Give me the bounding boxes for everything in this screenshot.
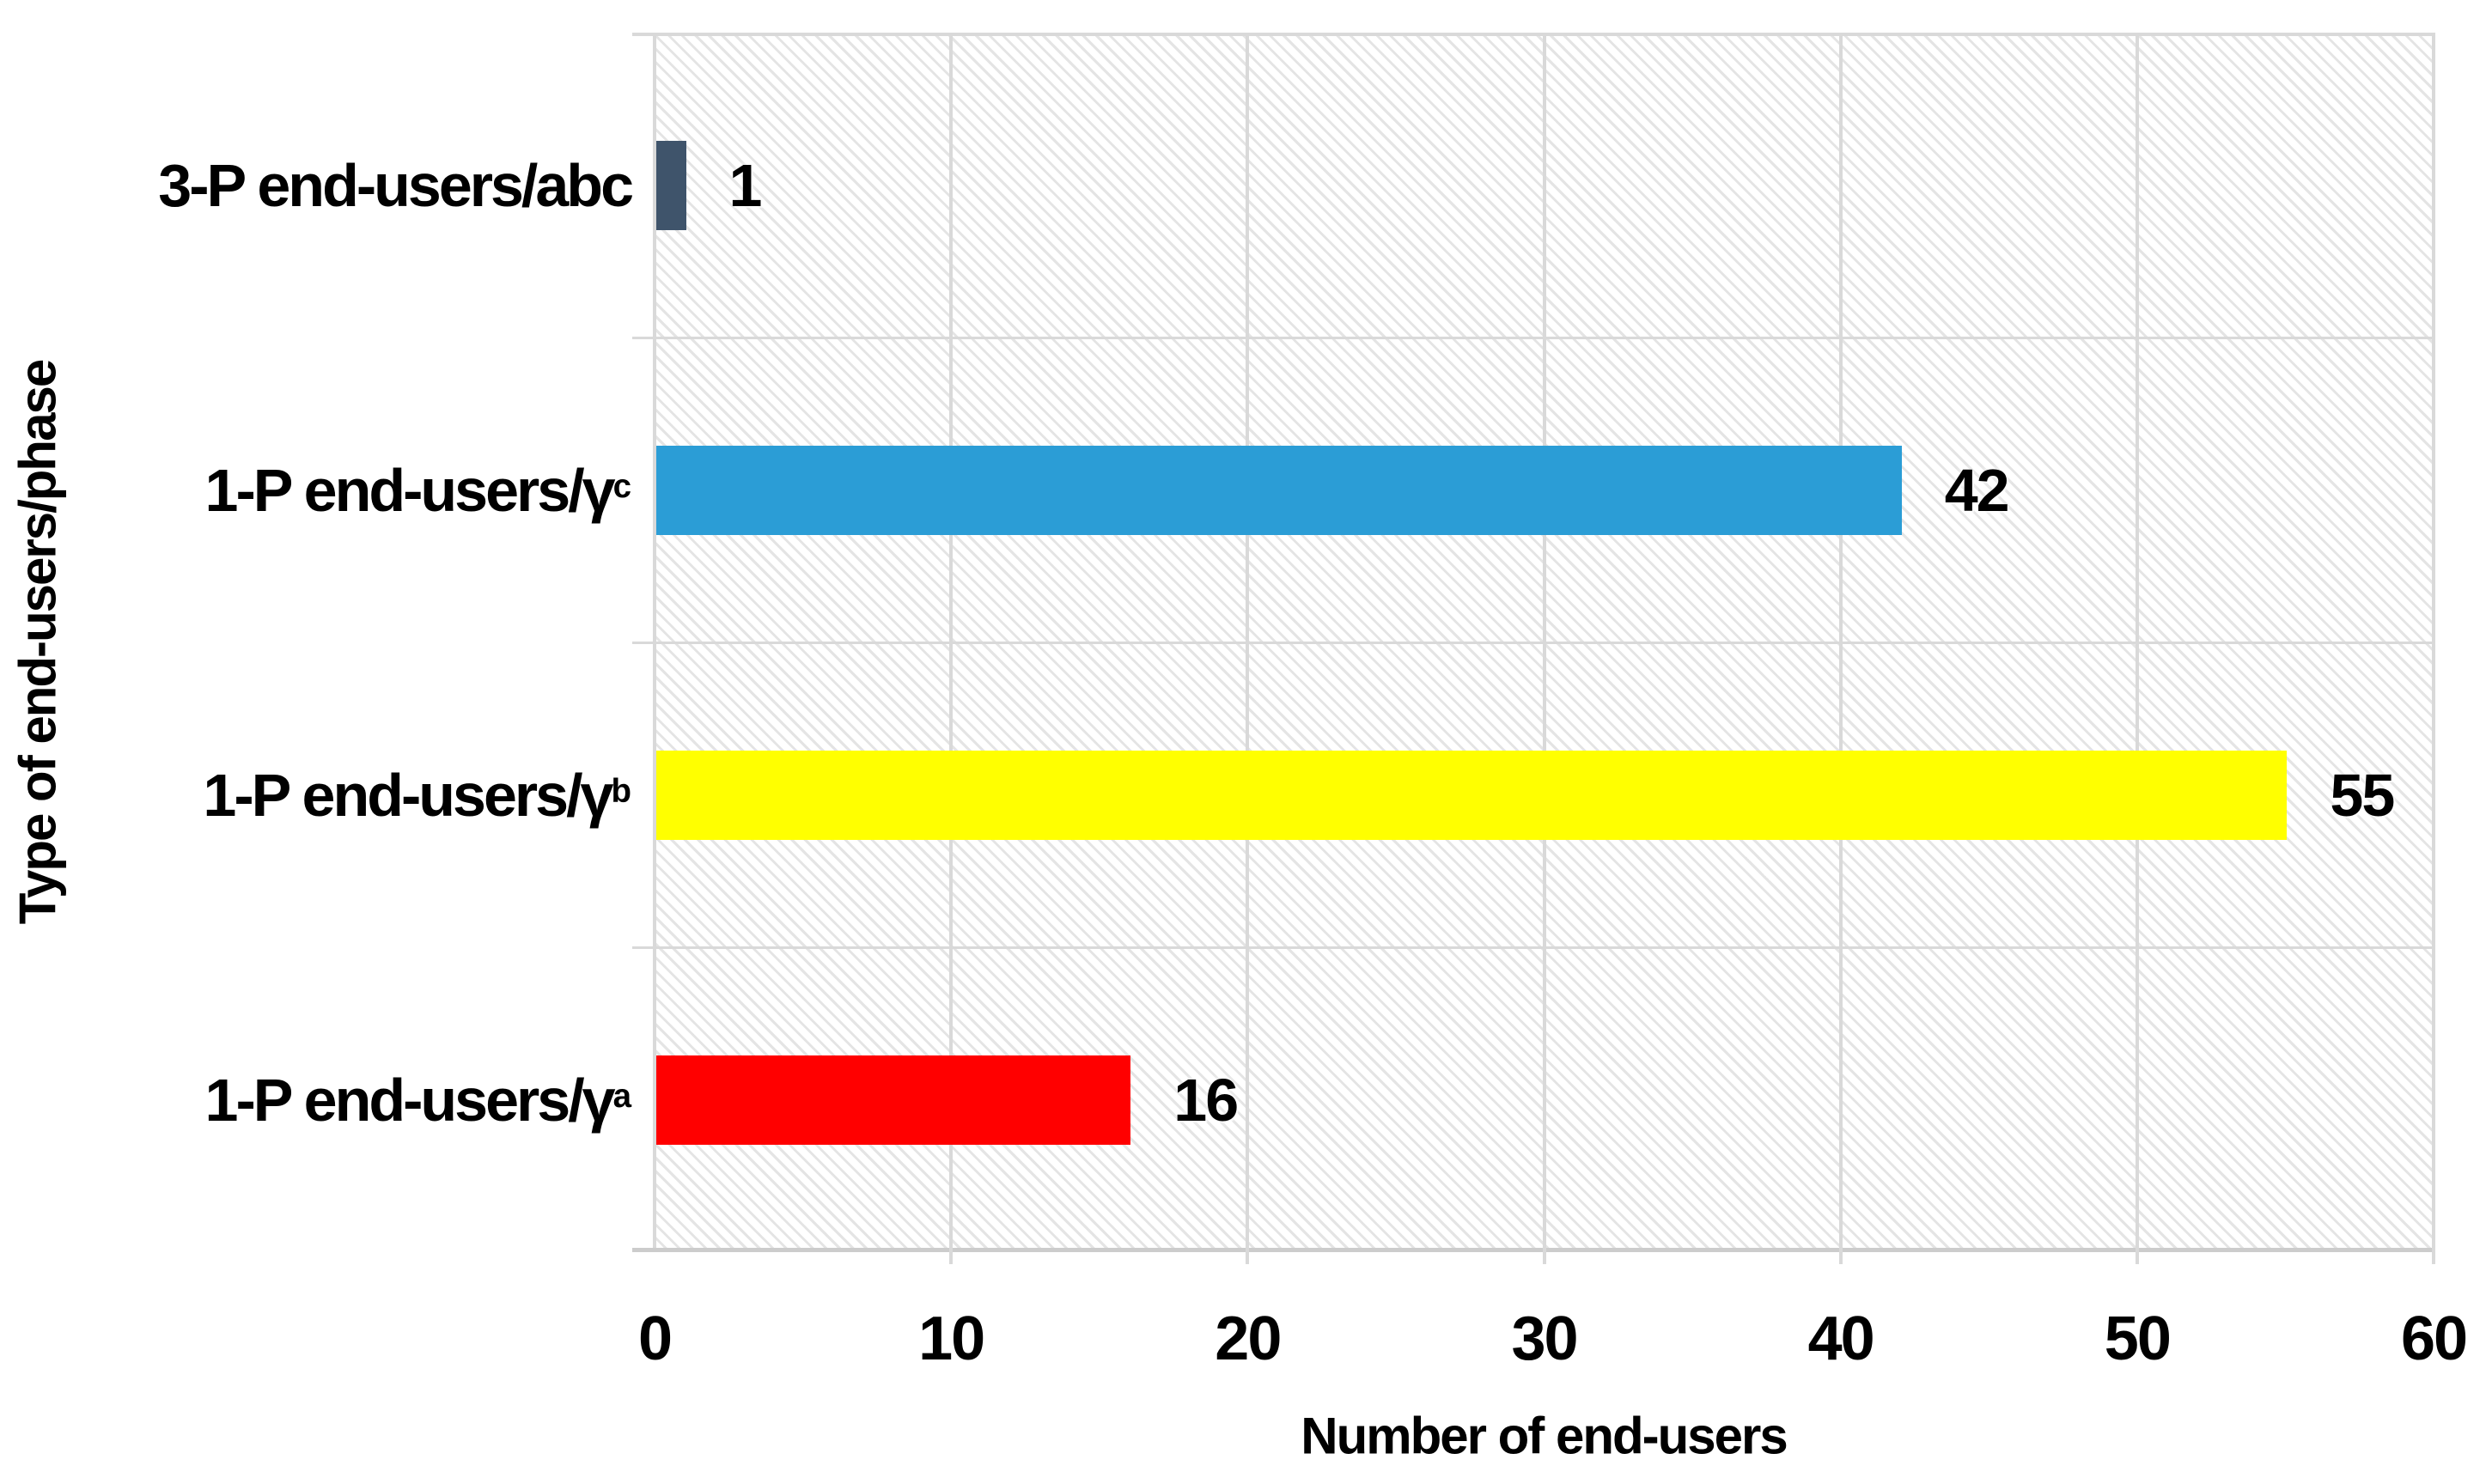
gridline [2135,33,2139,1264]
category-label-phase-letter: c [612,467,631,505]
y-axis-title: Type of end-users/phase [9,360,67,925]
gridline [949,33,954,1264]
bar-value-label: 1 [728,151,763,219]
x-tick-label: 0 [637,1305,673,1373]
x-axis-title: Number of end-users [1301,1407,1788,1465]
x-tick-label: 30 [1511,1305,1578,1373]
x-tick-label: 40 [1807,1305,1875,1373]
bar [656,140,686,230]
bar [656,1055,1131,1145]
bar [656,750,2288,840]
category-label-text: 1-P end-users/γ [204,456,616,524]
category-label-phase-letter: a [612,1077,631,1115]
bar-value-label: 55 [2330,761,2395,829]
gridline [2432,33,2435,1264]
category-label: 3-P end-users/abc [158,151,634,219]
band-separator [632,946,2434,949]
category-label: 1-P end-users/γa [205,1070,631,1130]
x-tick-label: 10 [918,1305,985,1373]
category-label: 1-P end-users/γc [205,460,631,520]
category-label-text: 1-P end-users/γ [204,1066,616,1134]
band-separator [632,337,2434,339]
x-tick-label: 60 [2400,1305,2468,1373]
plot-top-border [632,33,2434,36]
x-axis-line [632,1248,2434,1252]
x-tick-label: 50 [2104,1305,2172,1373]
gridline [1246,33,1250,1264]
band-separator [632,642,2434,644]
category-label-text: 1-P end-users/γ [203,761,613,829]
bar-value-label: 42 [1944,456,2010,524]
bar [656,445,1902,535]
gridline [1838,33,1843,1264]
category-label: 1-P end-users/γb [203,765,631,825]
category-label-text: 3-P end-users/abc [158,151,634,219]
category-label-phase-letter: b [611,772,631,810]
gridline [1542,33,1546,1264]
bar-value-label: 16 [1173,1066,1239,1134]
plot-area: 1 42 55 16 [632,33,2435,1264]
x-tick-label: 20 [1215,1305,1282,1373]
